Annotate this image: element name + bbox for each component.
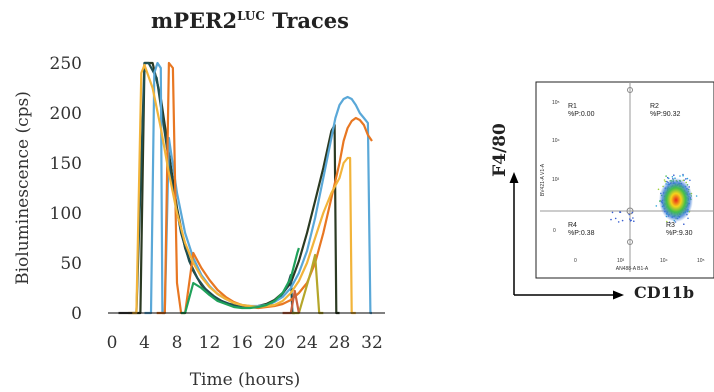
- event-dot: [631, 211, 634, 214]
- x-axis-label: Time (hours): [190, 370, 301, 390]
- event-dot: [689, 179, 691, 182]
- y-arrow-head-icon: [509, 172, 519, 183]
- event-dot: [666, 220, 668, 223]
- y-tick-label-2: 100: [50, 204, 82, 224]
- event-dot: [686, 177, 689, 180]
- quadrant-r3-stat: %P:9.30: [666, 230, 693, 237]
- event-dot: [610, 218, 612, 221]
- series-line-2: [144, 61, 372, 315]
- flow-y-axis-label-wrap: F4/80: [480, 115, 520, 185]
- x-tick-label-7: 28: [329, 333, 351, 353]
- chart-title: mPER2LUC Traces: [120, 8, 380, 33]
- event-dot: [614, 217, 617, 220]
- event-dot: [668, 221, 671, 224]
- event-dot: [657, 188, 660, 191]
- quadrant-r2-stat: %P:90.32: [650, 111, 680, 118]
- event-density-core: [659, 178, 693, 222]
- flow-y-channel-label: BV421-A V1-A: [540, 163, 546, 196]
- quadrant-r4-stat: %P:0.38: [568, 230, 595, 237]
- event-dot: [633, 220, 635, 222]
- series-line-4: [128, 63, 356, 315]
- x-tick-labels: 0 4 8 12 16 20 24 28 32: [107, 333, 383, 353]
- flow-x-channel-label: AN488-A B1-A: [616, 266, 649, 272]
- quadrant-r1-name: R1: [568, 103, 577, 110]
- flow-plot: R1 %P:0.00 R2 %P:90.32 R3 %P:9.30 R4 %P:…: [509, 81, 714, 300]
- y-tick-label-1: 50: [60, 254, 82, 274]
- quadrant-r3-name: R3: [666, 222, 675, 229]
- event-dot: [671, 176, 674, 178]
- event-dot: [617, 221, 620, 223]
- flow-ytick-2: 10³: [552, 177, 560, 183]
- gate-handle-top[interactable]: [627, 87, 633, 93]
- y-tick-label-4: 200: [50, 104, 82, 124]
- x-tick-label-5: 20: [264, 333, 286, 353]
- quadrant-r1-stat: %P:0.00: [568, 111, 595, 118]
- event-dot: [611, 211, 614, 214]
- x-arrow-head-icon: [613, 290, 624, 300]
- event-dot: [630, 219, 632, 222]
- quadrant-r2-name: R2: [650, 103, 659, 110]
- event-dot: [666, 176, 669, 179]
- event-dot: [695, 195, 698, 197]
- event-dot: [679, 175, 681, 177]
- x-tick-label-1: 4: [139, 333, 150, 353]
- series-line-5: [181, 247, 300, 315]
- event-dot: [685, 178, 687, 180]
- series-line-0: [132, 61, 340, 315]
- x-tick-label-0: 0: [107, 333, 118, 353]
- title-rest: Traces: [264, 8, 349, 33]
- flow-xtick-2: 10⁴: [660, 258, 668, 264]
- y-tick-labels: 0 50 100 150 200 250: [50, 54, 82, 324]
- y-axis-label: Bioluminescence (cps): [13, 91, 33, 285]
- title-superscript: LUC: [237, 9, 265, 23]
- flow-xtick-1: 10³: [617, 258, 625, 264]
- event-dot: [664, 180, 667, 183]
- event-dot: [632, 217, 634, 219]
- y-tick-label-0: 0: [71, 304, 82, 324]
- event-dot: [621, 219, 624, 222]
- event-dot: [629, 218, 631, 220]
- event-dot: [628, 213, 630, 216]
- x-tick-label-2: 8: [172, 333, 183, 353]
- flow-xtick-3: 10⁵: [697, 258, 705, 264]
- flow-ytick-0: 10⁵: [552, 100, 560, 106]
- flow-xtick-0: 0: [574, 258, 577, 264]
- event-dot: [665, 175, 667, 177]
- flow-ytick-3: 0: [553, 228, 556, 234]
- x-tick-label-8: 32: [361, 333, 383, 353]
- event-dot: [687, 217, 689, 220]
- event-dot: [673, 174, 675, 176]
- series-line-3: [156, 61, 373, 315]
- y-tick-label-3: 150: [50, 154, 82, 174]
- x-tick-label-6: 24: [296, 333, 318, 353]
- event-dot: [655, 205, 658, 207]
- flow-x-axis-label: CD11b: [634, 283, 695, 302]
- flow-ytick-1: 10⁴: [552, 138, 560, 144]
- quadrant-r4-name: R4: [568, 222, 577, 229]
- event-dot: [663, 179, 666, 181]
- event-dot: [682, 174, 684, 177]
- line-chart: 0 50 100 150 200 250 0 4 8 12 16 20 24 28 32 Time (ho…: [13, 54, 385, 390]
- flow-y-axis-label: F4/80: [490, 123, 510, 177]
- gate-handle-center[interactable]: [626, 207, 634, 215]
- line-series-group: [118, 61, 373, 315]
- y-tick-label-5: 250: [50, 54, 82, 74]
- title-main: mPER2: [151, 8, 238, 33]
- event-dot: [683, 223, 685, 225]
- event-dot: [619, 211, 621, 213]
- flow-plot-frame: [535, 81, 714, 279]
- x-tick-label-3: 12: [199, 333, 221, 353]
- x-tick-label-4: 16: [231, 333, 253, 353]
- gate-handle-bottom[interactable]: [627, 239, 633, 245]
